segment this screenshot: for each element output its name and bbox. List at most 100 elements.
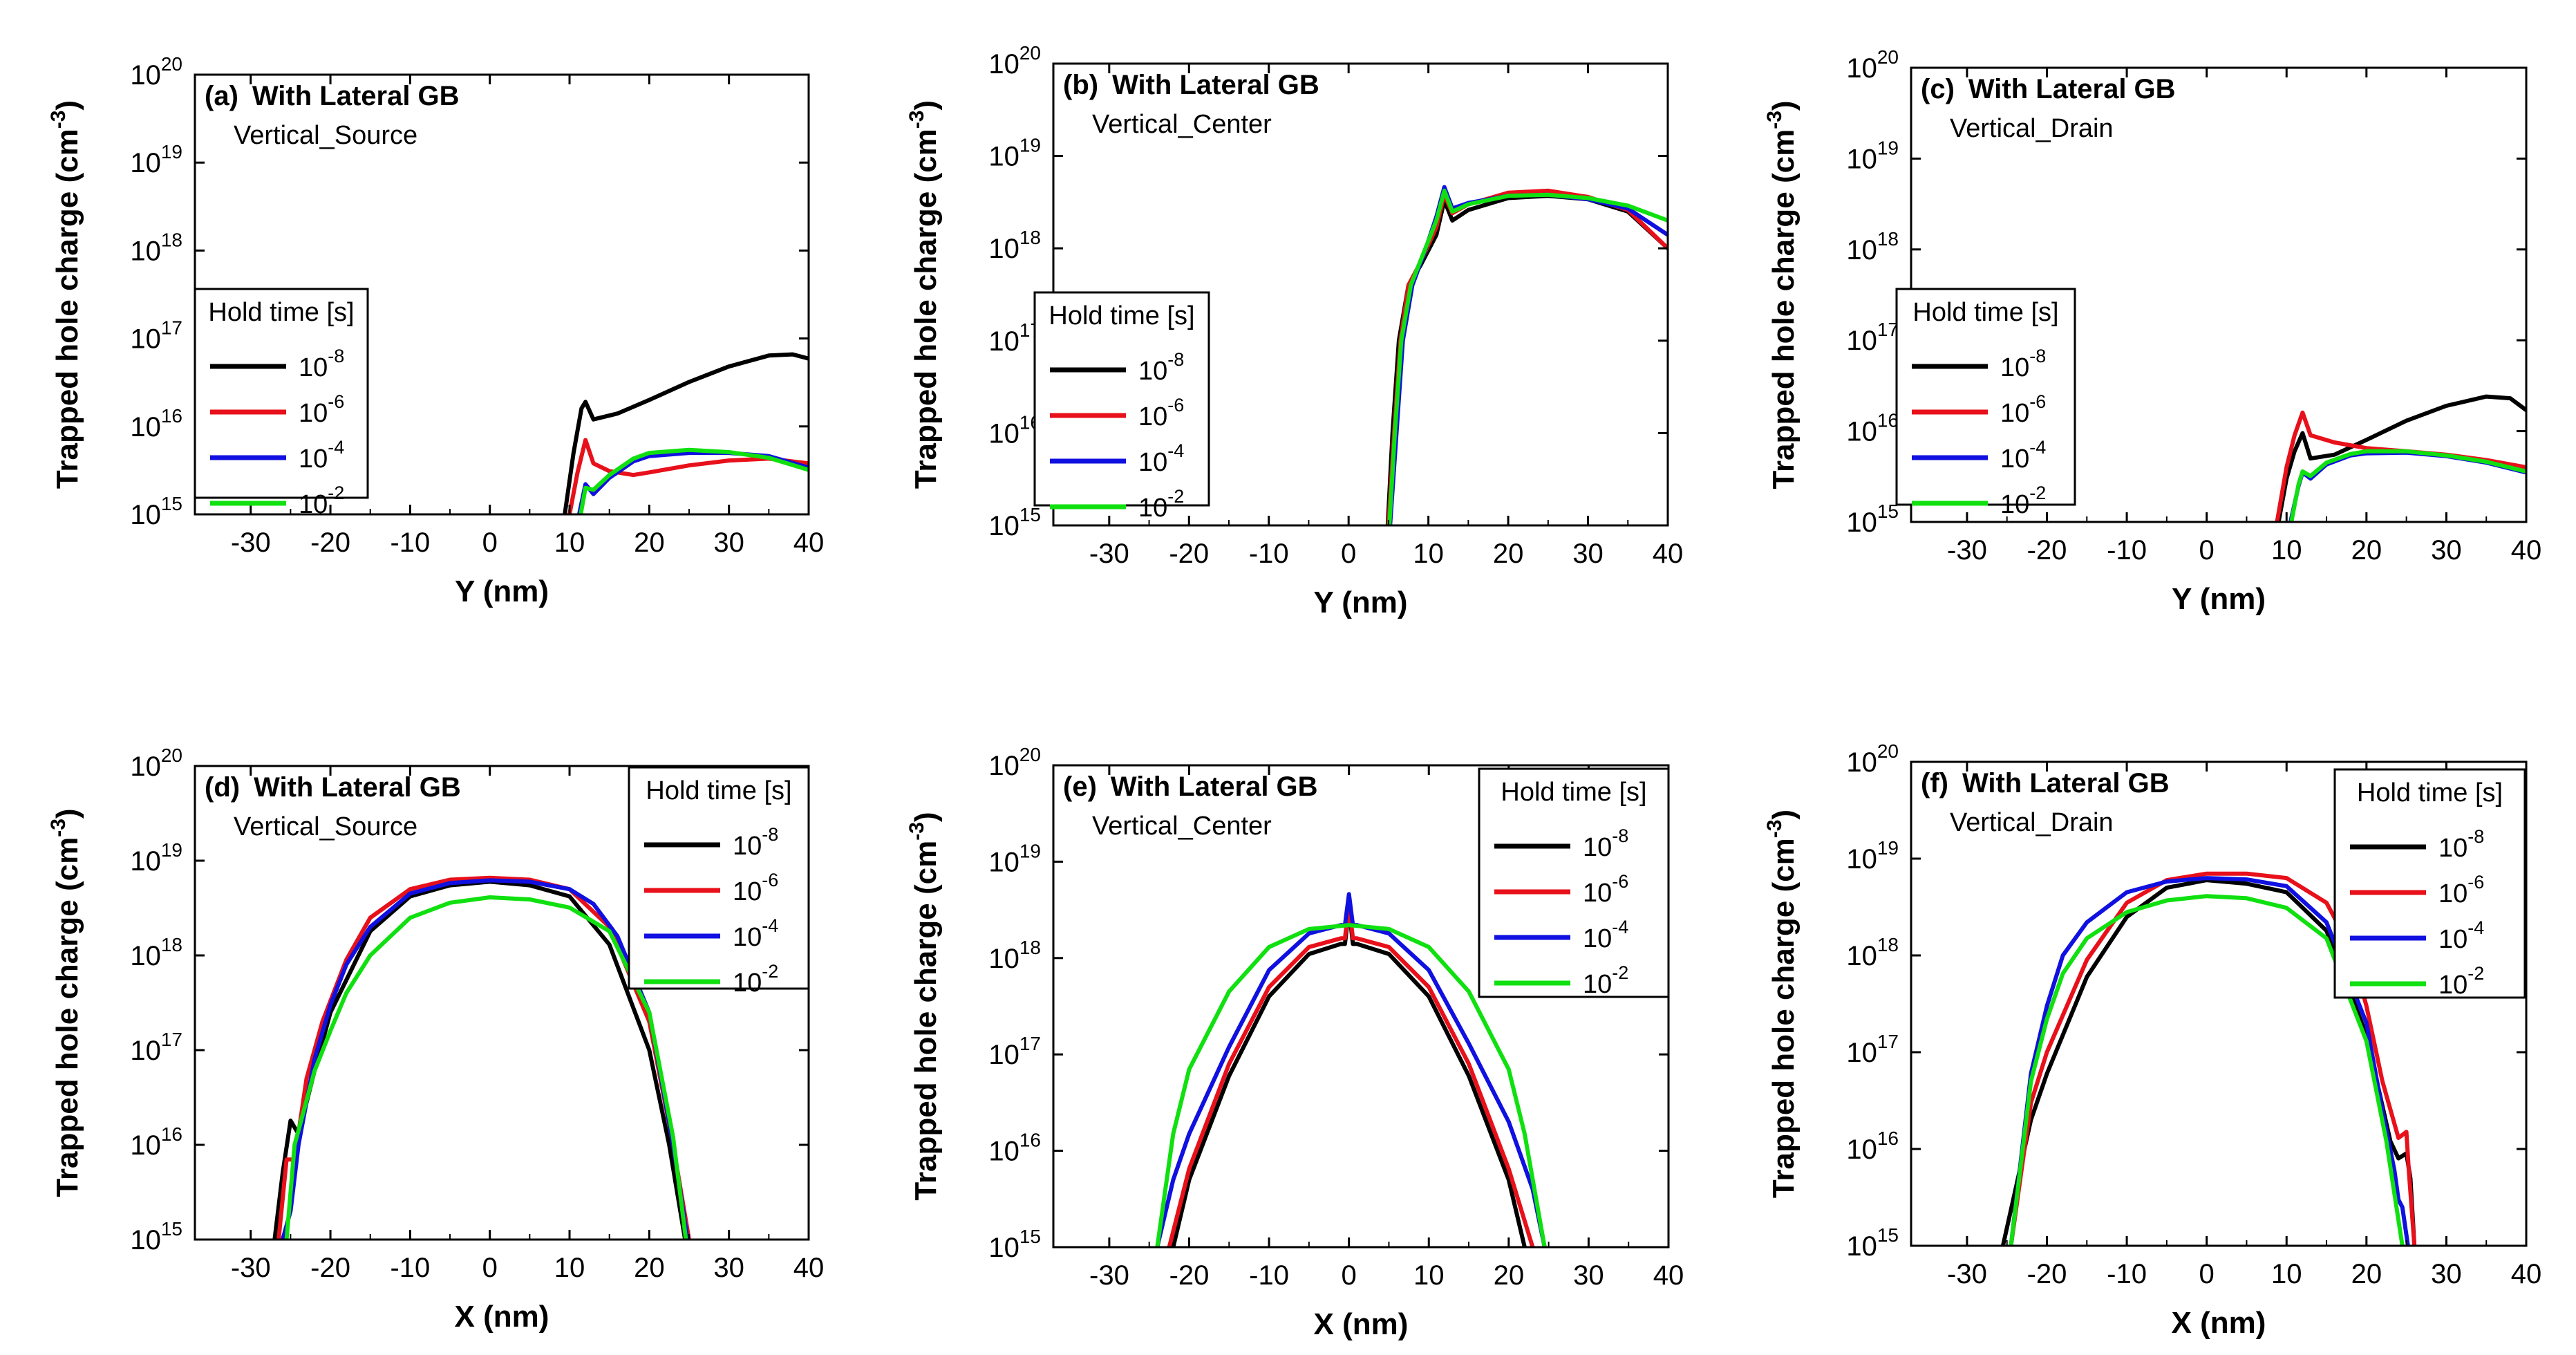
panel-subtitle: Vertical_Center	[1092, 110, 1272, 139]
y-tick-base: 10	[1846, 326, 1877, 356]
legend-label-base: 10	[2438, 925, 2467, 954]
y-tick-exp: 19	[161, 839, 182, 861]
y-tick-label: 1016	[1846, 1128, 1899, 1165]
x-tick-label: 0	[482, 1253, 498, 1283]
legend-box	[1895, 288, 2076, 506]
x-tick-label: 40	[1653, 539, 1684, 569]
legend-label-base: 10	[733, 877, 762, 906]
y-axis-label: Trapped hole charge (cm-3)	[1763, 810, 1801, 1198]
y-tick-base: 10	[130, 148, 161, 178]
x-tick-label: -30	[231, 1253, 271, 1283]
y-tick-label: 1019	[988, 840, 1041, 877]
y-tick-exp: 20	[161, 53, 182, 75]
x-tick-label: -20	[310, 527, 350, 558]
y-axis-label: Trapped hole charge (cm-3)	[905, 812, 943, 1200]
legend-label: 10-6	[2438, 872, 2484, 908]
legend-label: 10-6	[1138, 395, 1184, 431]
y-tick-exp: 20	[1019, 42, 1041, 64]
x-tick-label: -10	[390, 1253, 430, 1283]
legend-label-base: 10	[1138, 402, 1167, 431]
y-tick-label: 1020	[988, 744, 1041, 781]
y-tick-base: 10	[1846, 941, 1877, 971]
y-tick-label: 1020	[1846, 740, 1899, 778]
legend-title: Hold time [s]	[2357, 778, 2503, 807]
x-tick-label: -20	[2027, 1259, 2067, 1289]
y-tick-base: 10	[130, 941, 161, 971]
y-axis-label-main: Trapped hole charge (cm	[50, 837, 84, 1197]
panel-letter: (f)	[1921, 768, 1948, 798]
x-tick-label: -30	[231, 527, 271, 558]
panel-heading: With Lateral GB	[1112, 70, 1319, 100]
y-tick-base: 10	[1846, 1038, 1877, 1068]
x-axis-label: X (nm)	[455, 1300, 549, 1334]
legend-label-exp: -4	[1612, 917, 1628, 937]
y-axis-label-close: )	[909, 812, 943, 822]
legend-label: 10-6	[1583, 871, 1628, 908]
y-tick-exp: 19	[1877, 137, 1899, 158]
y-tick-base: 10	[1846, 747, 1877, 778]
x-axis-label: Y (nm)	[455, 574, 549, 608]
series-line-1e-6	[2275, 410, 2526, 522]
panel-letter: (e)	[1063, 772, 1097, 802]
y-tick-base: 10	[130, 751, 161, 782]
legend-label: 10-2	[2438, 963, 2484, 1000]
y-tick-base: 10	[988, 326, 1019, 357]
legend-label-exp: -6	[2467, 872, 2484, 893]
y-axis-label: Trapped hole charge (cm-3)	[905, 100, 943, 489]
legend-label-base: 10	[733, 969, 762, 998]
x-tick-label: -30	[1089, 539, 1129, 569]
x-tick-label: 30	[713, 1253, 744, 1283]
y-tick-exp: 17	[161, 317, 182, 339]
y-tick-label: 1016	[1846, 410, 1899, 447]
y-tick-label: 1018	[130, 934, 182, 971]
y-tick-label: 1018	[1846, 228, 1899, 265]
y-tick-exp: 19	[1019, 840, 1041, 861]
series-line-1e-4	[2009, 876, 2410, 1246]
legend-label-exp: -2	[328, 483, 344, 503]
series-line-1e-6	[2009, 871, 2417, 1246]
y-tick-base: 10	[130, 846, 161, 877]
legend-label-exp: -4	[762, 915, 778, 936]
y-tick-exp: 20	[161, 745, 182, 766]
y-tick-exp: 18	[161, 229, 182, 250]
series-line-1e-2	[1387, 188, 1668, 525]
y-tick-base: 10	[130, 1225, 161, 1255]
x-tick-label: 10	[2271, 1259, 2302, 1289]
y-tick-exp: 16	[161, 1123, 182, 1145]
y-tick-label: 1015	[1846, 501, 1899, 538]
x-tick-label: 0	[1341, 539, 1356, 569]
x-tick-label: 20	[2351, 535, 2382, 566]
panel-title: (c) With Lateral GB	[1921, 74, 2176, 104]
y-tick-label: 1017	[988, 319, 1041, 357]
y-tick-label: 1015	[1846, 1224, 1899, 1262]
legend-box	[628, 766, 810, 990]
x-axis-label: X (nm)	[2172, 1306, 2266, 1340]
x-tick-label: 0	[2199, 535, 2215, 566]
y-tick-base: 10	[130, 60, 161, 91]
x-tick-label: 10	[2271, 535, 2302, 566]
y-tick-exp: 15	[1877, 501, 1899, 522]
y-tick-label: 1018	[130, 229, 182, 266]
y-tick-exp: 20	[1877, 46, 1899, 68]
y-tick-label: 1018	[988, 937, 1041, 974]
y-tick-label: 1015	[988, 504, 1041, 541]
legend-label: 10-8	[2438, 826, 2484, 863]
legend-label-exp: -6	[2029, 391, 2046, 412]
x-tick-label: -10	[1249, 539, 1289, 569]
legend-box	[2333, 768, 2526, 999]
x-tick-label: -10	[2107, 535, 2147, 566]
panel-b: -30 -20 -10 0 10 20 30 401015101610171018101910…	[905, 42, 1683, 619]
x-tick-label: 10	[1413, 539, 1444, 569]
y-axis-label-main: Trapped hole charge (cm	[909, 129, 943, 489]
y-tick-exp: 16	[161, 405, 182, 427]
series-line-1e-8	[2000, 878, 2417, 1246]
x-tick-label: 40	[1653, 1260, 1684, 1291]
legend-label-base: 10	[2438, 834, 2467, 863]
x-tick-label: 20	[2351, 1259, 2382, 1289]
x-tick-label: 30	[2431, 535, 2462, 566]
legend-label-exp: -4	[2467, 917, 2484, 938]
series-line-1e-4	[280, 878, 690, 1240]
legend-label: 10-4	[2000, 437, 2046, 474]
y-tick-exp: 17	[1877, 319, 1899, 340]
x-tick-label: 10	[1413, 1260, 1445, 1291]
